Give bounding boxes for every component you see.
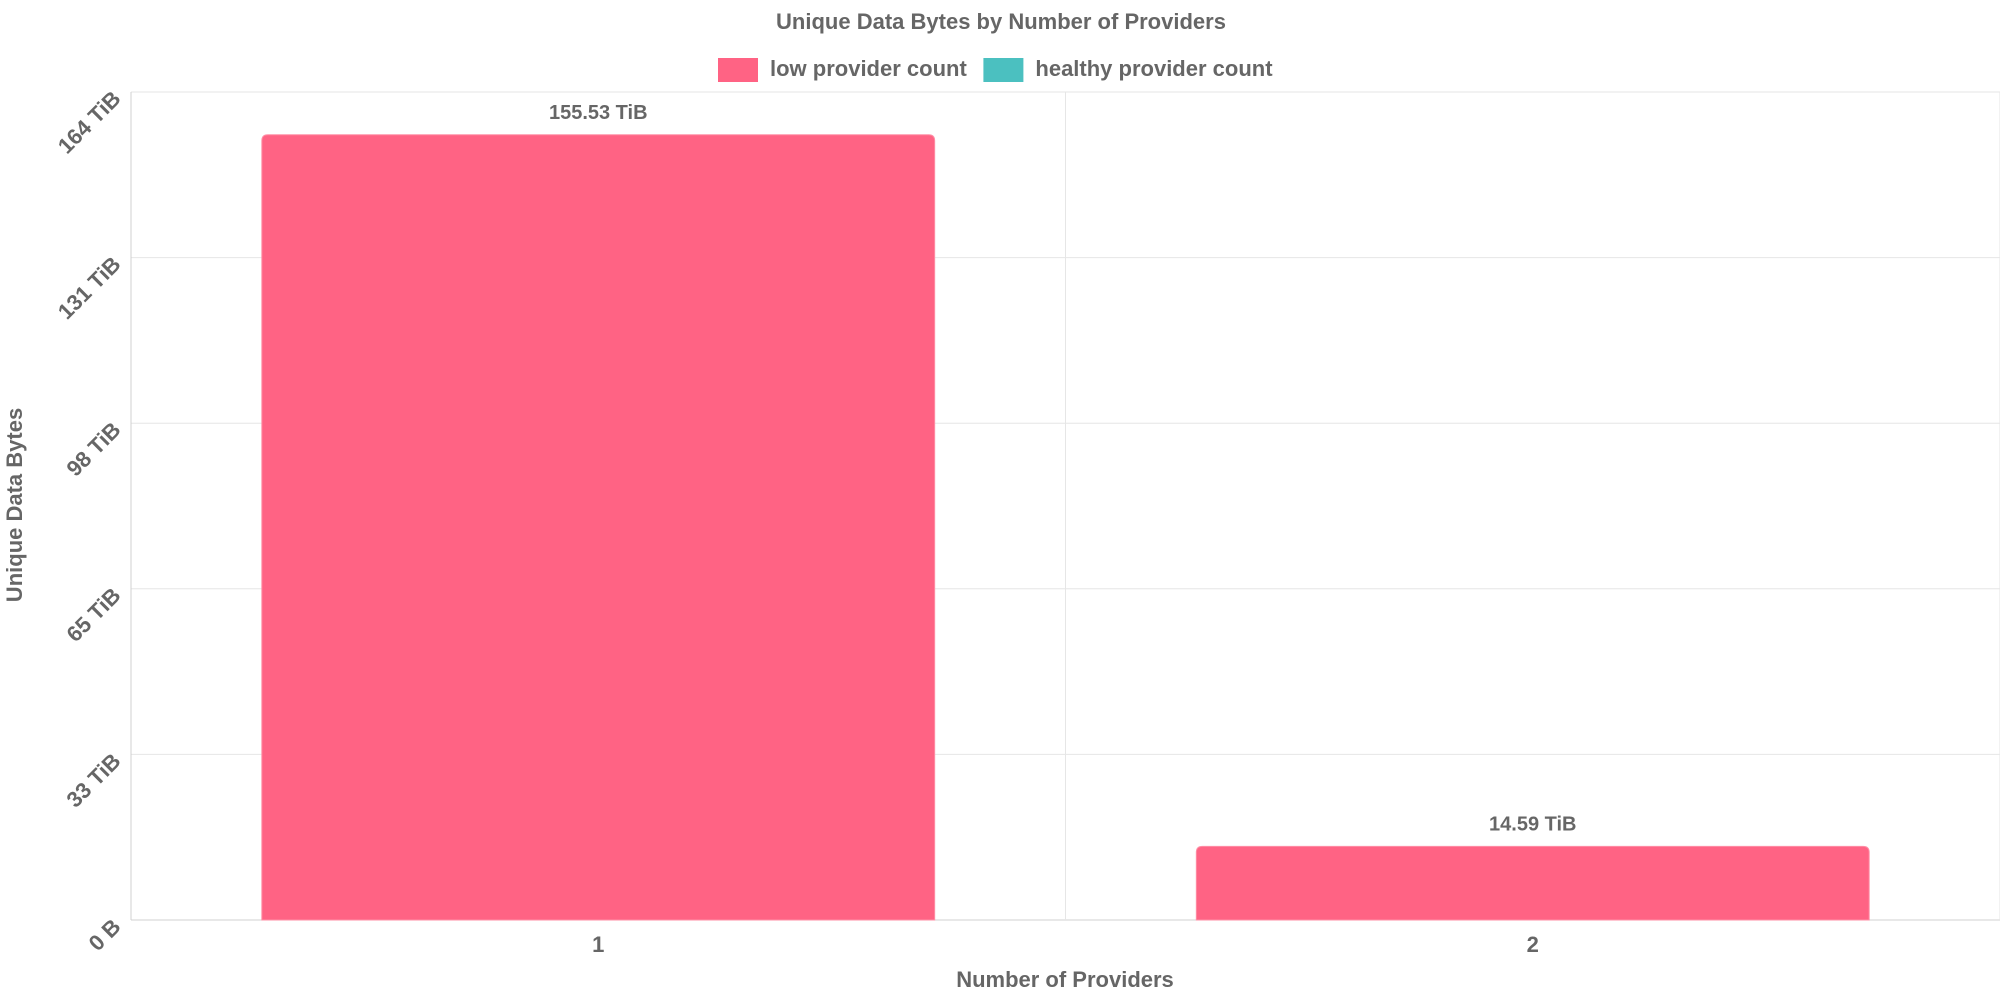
- legend-swatch: [983, 58, 1024, 82]
- y-tick-label: 98 TiB: [61, 417, 125, 481]
- x-axis-title: Number of Providers: [956, 967, 1174, 992]
- y-tick-label: 164 TiB: [53, 86, 126, 159]
- data-labels: 155.53 TiB 14.59 TiB: [549, 102, 1577, 836]
- x-tick-label: 2: [1527, 932, 1539, 957]
- y-tick-label: 0 B: [84, 914, 126, 956]
- y-tick-label: 33 TiB: [61, 748, 125, 812]
- chart-title: Unique Data Bytes by Number of Providers: [776, 9, 1226, 34]
- legend-item[interactable]: low provider count: [718, 56, 967, 82]
- legend-label: low provider count: [770, 56, 967, 81]
- y-tick-label: 65 TiB: [61, 583, 125, 647]
- bar-data-label: 155.53 TiB: [549, 102, 648, 124]
- legend[interactable]: low provider count healthy provider count: [718, 56, 1273, 82]
- legend-item[interactable]: healthy provider count: [983, 56, 1273, 82]
- bar-data-label: 14.59 TiB: [1489, 813, 1576, 835]
- legend-label: healthy provider count: [1035, 56, 1273, 81]
- bars: [261, 134, 1870, 921]
- y-axis-title: Unique Data Bytes: [2, 408, 27, 602]
- y-tick-label: 131 TiB: [53, 251, 126, 324]
- legend-swatch: [718, 58, 758, 82]
- bar[interactable]: [261, 134, 936, 921]
- bar[interactable]: [1195, 845, 1870, 921]
- x-tick-label: 1: [592, 932, 604, 957]
